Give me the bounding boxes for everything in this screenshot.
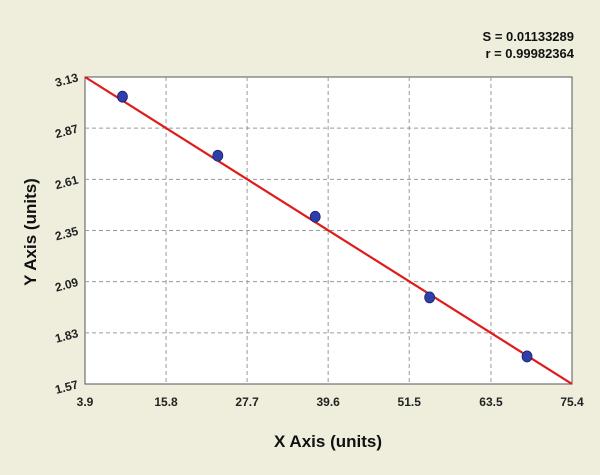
x-tick-label: 51.5 [398,395,422,409]
data-point [117,90,128,103]
x-tick-label: 63.5 [479,395,503,409]
y-tick-label: 2.35 [54,224,80,244]
y-tick-label: 1.83 [54,326,80,346]
y-tick-label: 2.09 [54,275,80,295]
y-tick-label: 1.57 [54,377,80,397]
data-point [212,149,224,162]
stat-s-value: S = 0.01133289 [483,29,574,44]
data-point [521,350,533,363]
x-axis-title: X Axis (units) [274,432,382,451]
x-tick-label: 15.8 [154,395,178,409]
data-point [309,210,321,223]
x-tick-label: 27.7 [235,395,259,409]
tick-labels: 3.9 15.8 27.7 39.6 51.5 63.5 75.4 1.57 1.83 2.09 2… [54,70,584,409]
x-tick-label: 3.9 [77,395,94,409]
y-tick-label: 2.87 [54,121,80,141]
data-points [117,90,533,363]
fit-line-group [84,76,573,385]
y-axis-title: Y Axis (units) [21,178,40,286]
stat-r-value: r = 0.99982364 [485,46,574,61]
y-tick-label: 3.13 [54,70,80,90]
x-tick-label: 75.4 [560,395,584,409]
x-tick-label: 39.6 [316,395,340,409]
y-tick-label: 2.61 [54,173,80,193]
fit-line [84,76,573,385]
data-point [424,291,436,304]
